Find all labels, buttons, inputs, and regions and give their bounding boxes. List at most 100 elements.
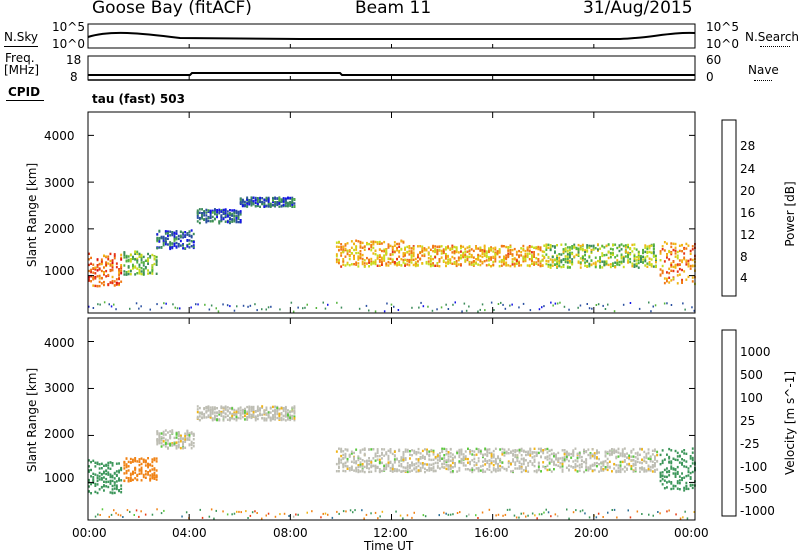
echo-cell [209, 216, 212, 220]
echo-cell [239, 413, 242, 416]
echo-cell [338, 261, 340, 265]
echo-cell [353, 469, 355, 472]
echo-cell [537, 245, 540, 249]
echo-cell [402, 469, 405, 473]
echo-cell [231, 209, 234, 212]
echo-cell [239, 210, 242, 213]
echo-cell [374, 454, 377, 457]
echo-cell [629, 253, 632, 256]
echo-cell [434, 264, 437, 267]
echo-cell [402, 454, 405, 457]
echo-cell [151, 268, 154, 272]
echo-cell [647, 467, 650, 471]
echo-cell [164, 243, 167, 246]
noise-cell [481, 511, 484, 514]
echo-cell [98, 274, 101, 278]
echo-cell [524, 252, 527, 256]
echo-cell [196, 417, 199, 420]
noise-cell [379, 515, 381, 518]
noise-cell [176, 307, 179, 310]
echo-cell [641, 448, 643, 451]
echo-cell [531, 259, 533, 263]
echo-cell [488, 256, 490, 259]
echo-cell [169, 434, 172, 437]
echo-cell [505, 450, 508, 454]
echo-cell [222, 419, 225, 422]
echo-cell [633, 263, 636, 266]
echo-cell [421, 254, 424, 257]
echo-cell [140, 470, 143, 473]
echo-cell [513, 265, 516, 268]
echo-cell [151, 272, 154, 275]
echo-cell [546, 455, 549, 458]
echo-cell [398, 460, 401, 463]
echo-cell [522, 460, 525, 463]
noise-cell [522, 512, 525, 515]
echo-cell [118, 477, 120, 480]
noise-cell [536, 517, 538, 520]
echo-cell [136, 261, 139, 264]
echo-cell [109, 259, 112, 263]
echo-cell [537, 258, 540, 261]
echo-cell [118, 478, 120, 482]
noise-cell [493, 309, 495, 311]
echo-cell [558, 259, 561, 262]
echo-cell [370, 246, 373, 249]
echo-cell [542, 451, 545, 455]
echo-cell [441, 457, 444, 460]
echo-cell [674, 242, 677, 246]
echo-cell [659, 472, 662, 475]
echo-cell [190, 236, 193, 239]
echo-cell [235, 414, 238, 417]
echo-cell [233, 411, 236, 414]
echo-cell [118, 277, 120, 281]
echo-cell [497, 469, 499, 472]
echo-cell [263, 205, 266, 208]
echo-cell [156, 239, 159, 243]
echo-cell [147, 466, 149, 469]
echo-cell [611, 450, 613, 454]
echo-cell [477, 448, 480, 451]
velocity-cb-tick-0: 1000 [740, 345, 771, 359]
echo-cell [103, 271, 105, 274]
echo-cell [685, 452, 688, 455]
nsky-label: N.Sky [4, 30, 39, 44]
echo-cell [500, 264, 503, 267]
echo-cell [505, 467, 508, 471]
echo-cell [526, 255, 529, 259]
echo-cell [616, 263, 619, 266]
echo-cell [167, 234, 169, 237]
echo-cell [681, 450, 683, 453]
echo-cell [615, 455, 618, 459]
echo-cell [503, 467, 506, 471]
echo-cell [410, 258, 413, 262]
echo-cell [678, 259, 681, 262]
echo-cell [674, 264, 677, 267]
echo-cell [691, 264, 694, 267]
echo-cell [162, 241, 165, 245]
echo-cell [415, 453, 418, 456]
noise-cell [274, 515, 277, 518]
echo-cell [188, 230, 191, 233]
echo-cell [594, 265, 597, 269]
echo-cell [443, 454, 446, 457]
echo-cell [278, 408, 281, 411]
echo-cell [182, 440, 184, 443]
echo-cell [220, 414, 223, 417]
echo-cell [344, 247, 347, 251]
echo-cell [244, 411, 246, 414]
echo-cell [190, 229, 193, 232]
echo-cell [687, 467, 690, 470]
echo-cell [118, 273, 120, 276]
echo-cell [533, 460, 536, 463]
echo-cell [94, 266, 97, 269]
echo-cell [205, 214, 208, 217]
echo-cell [522, 249, 525, 252]
echo-cell [652, 243, 655, 246]
echo-cell [218, 220, 221, 223]
echo-cell [581, 247, 584, 250]
echo-cell [649, 455, 652, 459]
velocity-cb-tick-4: -25 [740, 437, 760, 451]
echo-cell [361, 257, 364, 261]
echo-cell [627, 256, 629, 259]
